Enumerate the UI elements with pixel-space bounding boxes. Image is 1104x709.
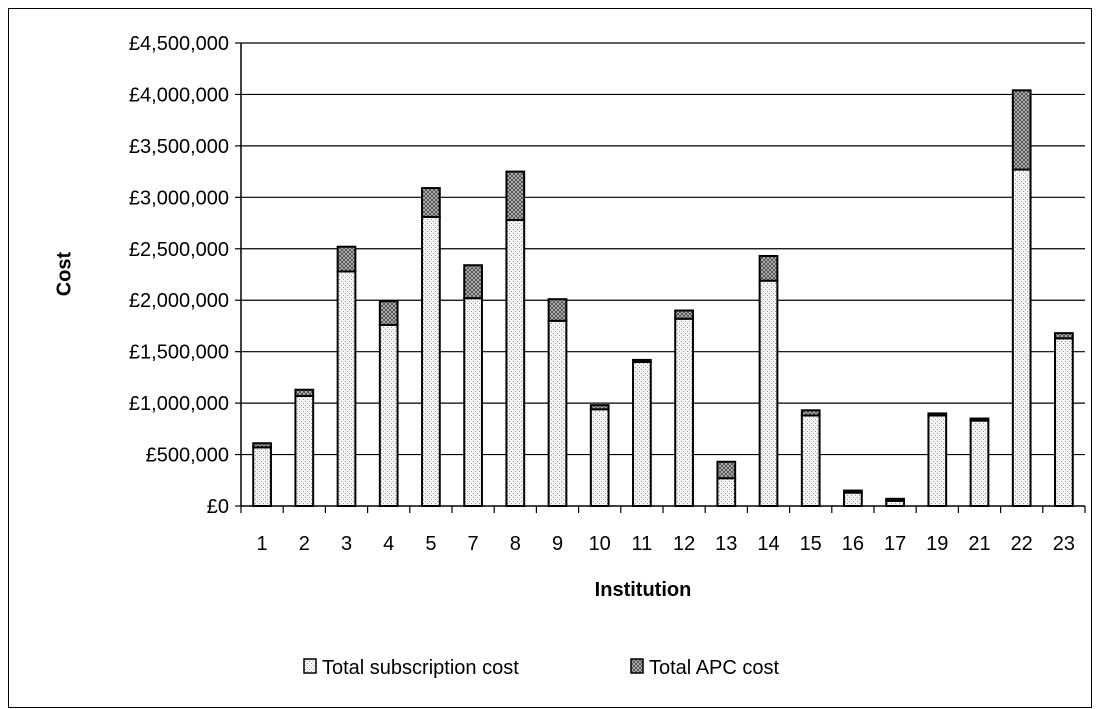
- bar-subscription: [1011, 168, 1032, 507]
- bar-subscription: [800, 414, 821, 507]
- y-tick-label: £4,000,000: [129, 84, 229, 106]
- bar-subscription: [716, 477, 737, 508]
- x-tick-label: 4: [383, 533, 394, 555]
- legend: Total subscription cost Total APC cost: [303, 657, 780, 679]
- bar-subscription: [294, 394, 315, 507]
- x-tick-label: 23: [1053, 533, 1075, 555]
- legend-label-subscription: Total subscription cost: [322, 657, 519, 679]
- x-tick-label: 14: [757, 533, 779, 555]
- bar-subscription: [547, 319, 568, 507]
- x-tick-label: 15: [800, 533, 822, 555]
- y-tick-label: £1,000,000: [129, 393, 229, 415]
- bar-subscription: [336, 270, 357, 507]
- x-tick-label: 12: [673, 533, 695, 555]
- x-tick-label: 10: [589, 533, 611, 555]
- bar-apc: [758, 254, 779, 282]
- bar-subscription: [927, 414, 948, 507]
- y-axis-title: Cost: [53, 251, 75, 296]
- bar-subscription: [969, 419, 990, 508]
- bar-apc: [336, 245, 357, 273]
- x-tick-label: 22: [1011, 533, 1033, 555]
- bar-subscription: [589, 408, 610, 508]
- bar-subscription: [421, 215, 441, 507]
- bar-apc: [843, 489, 863, 494]
- bar-subscription: [674, 317, 694, 507]
- x-tick-label: 16: [842, 533, 864, 555]
- bar-subscription: [505, 218, 526, 507]
- x-tick-label: 21: [968, 533, 990, 555]
- y-tick-label: £0: [207, 496, 229, 518]
- x-tick-label: 11: [632, 533, 653, 555]
- chart-frame: £0 £500,000 £1,000,000 £1,500,000 £2,000,000…: [8, 8, 1092, 708]
- legend-swatch-apc: [630, 658, 644, 674]
- stacked-bar-chart: £0 £500,000 £1,000,000 £1,500,000 £2,000,000…: [53, 33, 1086, 679]
- y-tick-label: £2,000,000: [129, 290, 229, 312]
- bar-apc: [632, 358, 652, 363]
- bar-subscription: [252, 446, 272, 507]
- bar-subscription: [463, 297, 483, 508]
- bar-apc: [505, 170, 526, 221]
- x-tick-label: 17: [884, 533, 906, 555]
- bar-apc: [969, 417, 990, 422]
- bar-subscription: [843, 491, 863, 508]
- bar-apc: [547, 298, 568, 322]
- y-tick-label: £4,500,000: [129, 33, 229, 55]
- y-tick-label: £2,500,000: [129, 239, 229, 261]
- bar-apc: [378, 300, 399, 326]
- x-axis-title: Institution: [595, 579, 692, 601]
- bar-subscription: [758, 279, 779, 507]
- x-tick-label: 3: [341, 533, 352, 555]
- bar-apc: [589, 404, 610, 411]
- y-axis-tick-labels: £0 £500,000 £1,000,000 £1,500,000 £2,000,000…: [129, 33, 229, 518]
- bar-apc: [716, 460, 737, 480]
- bar-subscription: [378, 323, 399, 507]
- x-tick-label: 9: [552, 533, 563, 555]
- x-axis-tick-labels: 1 2 3 4 5 7 8 9 10 11 12 13 14 15 16 17 19 21 22 23: [257, 533, 1075, 555]
- legend-label-apc: Total APC cost: [649, 657, 780, 679]
- x-tick-label: 13: [715, 533, 737, 555]
- gridlines: [235, 42, 1085, 507]
- bar-apc: [800, 409, 821, 417]
- x-tick-label: 5: [425, 533, 436, 555]
- bar-subscription: [1054, 337, 1074, 507]
- bar-apc: [421, 187, 441, 218]
- x-tick-label: 19: [926, 533, 948, 555]
- bar-apc: [1011, 89, 1032, 171]
- x-tick-label: 2: [299, 533, 310, 555]
- x-tick-label: 1: [257, 533, 268, 555]
- bar-apc: [674, 309, 694, 320]
- bar-apc: [294, 388, 315, 397]
- bar-apc: [252, 442, 272, 449]
- y-tick-label: £500,000: [146, 445, 229, 467]
- legend-swatch-subscription: [303, 658, 317, 674]
- y-tick-label: £1,500,000: [129, 342, 229, 364]
- y-tick-label: £3,000,000: [129, 187, 229, 209]
- bar-apc: [463, 264, 483, 300]
- y-tick-label: £3,500,000: [129, 136, 229, 158]
- bars: [240, 89, 1086, 513]
- bar-subscription: [632, 360, 652, 508]
- x-tick-label: 7: [468, 533, 479, 555]
- x-tick-label: 8: [510, 533, 521, 555]
- bar-apc: [1054, 332, 1074, 340]
- bar-apc: [927, 412, 948, 417]
- bar-apc: [885, 497, 905, 502]
